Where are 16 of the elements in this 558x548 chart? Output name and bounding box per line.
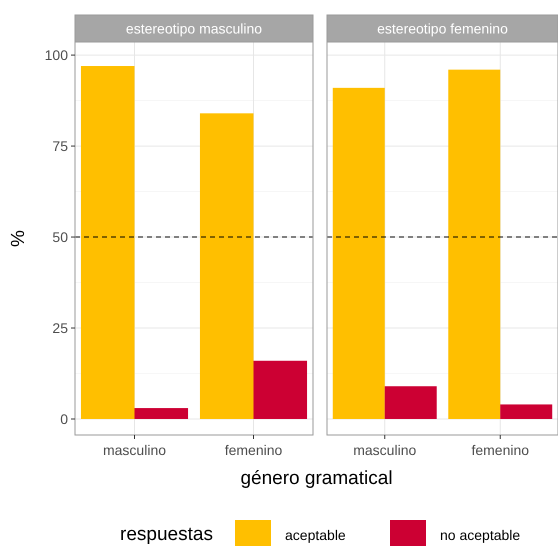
x-axis-title: género gramatical <box>240 468 393 489</box>
legend-title: respuestas <box>120 524 213 545</box>
x-tick-label: femenino <box>224 442 283 458</box>
y-tick-label: 75 <box>52 138 68 154</box>
y-tick-label: 0 <box>60 410 68 427</box>
y-axis-title: % <box>8 230 29 247</box>
legend-label: no aceptable <box>440 527 520 543</box>
y-tick-label: 25 <box>52 320 68 336</box>
chart-title: estereotipo femenino <box>377 20 508 36</box>
legend-label: aceptable <box>285 527 346 543</box>
y-tick-label: 100 <box>44 47 68 64</box>
y-tick-label: 50 <box>52 229 68 246</box>
x-tick-label: masculino <box>102 442 166 458</box>
x-tick-label: femenino <box>471 442 530 458</box>
x-tick-label: masculino <box>353 442 416 458</box>
chart-title: estereotipo masculino <box>126 20 262 36</box>
